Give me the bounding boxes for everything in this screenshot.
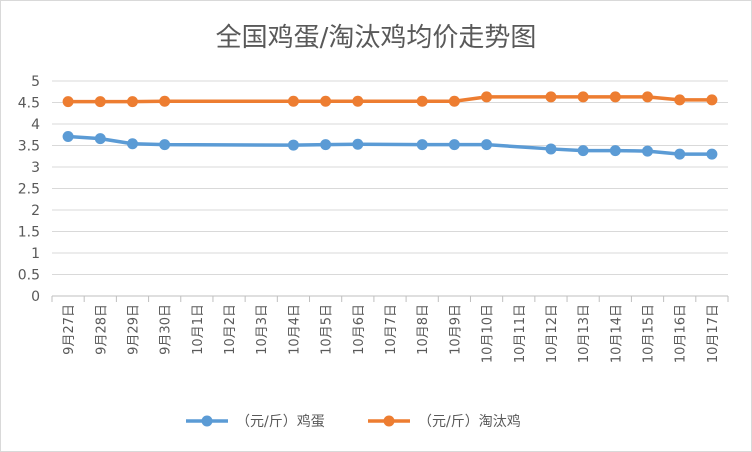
y-axis: 0 0.5 1 1.5 2 2.5 3 3.5 4 4.5 5 (18, 74, 40, 305)
y-tick-label: 1 (31, 246, 40, 262)
data-point (352, 138, 364, 150)
y-tick-label: 0.5 (18, 268, 40, 284)
data-point (159, 139, 171, 151)
data-point (545, 143, 557, 155)
legend: （元/斤）鸡蛋 （元/斤）淘汰鸡 (186, 413, 521, 430)
x-axis: 9月27日 9月28日 9月29日 9月30日 10月1日 10月2日 10月3日 10月4日… (51, 295, 729, 363)
data-point (416, 95, 428, 107)
y-tick-label: 5 (31, 74, 40, 90)
x-tick-label: 10月12日 (545, 304, 560, 363)
legend-label: （元/斤）鸡蛋 (236, 413, 325, 430)
y-tick-label: 4 (31, 117, 40, 133)
data-point (126, 138, 138, 150)
series-layer (62, 91, 718, 160)
y-tick-label: 2.5 (18, 182, 40, 198)
legend-label: （元/斤）淘汰鸡 (418, 413, 521, 430)
data-point (481, 91, 493, 103)
data-point (320, 139, 332, 151)
x-tick-label: 10月8日 (416, 304, 431, 355)
grid-lines (52, 80, 728, 297)
series-2 (62, 91, 718, 108)
x-tick-label: 10月17日 (706, 304, 721, 363)
y-tick-label: 3 (31, 160, 40, 176)
data-point (126, 96, 138, 108)
x-tick-label: 10月6日 (352, 304, 367, 355)
series-1 (62, 130, 718, 160)
data-point (609, 145, 621, 157)
legend-item: （元/斤）鸡蛋 (186, 413, 325, 430)
legend-marker (201, 415, 213, 427)
data-point (159, 95, 171, 107)
y-tick-label: 2 (31, 203, 40, 219)
x-tick-label: 10月13日 (577, 304, 592, 363)
x-tick-label: 9月30日 (159, 304, 174, 355)
x-tick-label: 10月14日 (609, 304, 624, 363)
y-tick-label: 3.5 (18, 139, 40, 155)
y-tick-label: 0 (31, 289, 40, 305)
data-point (94, 96, 106, 108)
x-tick-label: 10月10日 (481, 304, 496, 363)
x-tick-label: 10月16日 (674, 304, 689, 363)
chart-title: 全国鸡蛋/淘汰鸡均价走势图 (216, 23, 537, 53)
data-point (352, 95, 364, 107)
y-tick-label: 1.5 (18, 225, 40, 241)
data-point (609, 91, 621, 103)
x-tick-label: 10月4日 (287, 304, 302, 355)
data-point (674, 94, 686, 106)
x-tick-label: 10月15日 (642, 304, 657, 363)
data-point (62, 96, 74, 108)
x-tick-label: 10月2日 (223, 304, 238, 355)
x-tick-label: 10月1日 (191, 304, 206, 355)
data-point (416, 139, 428, 151)
series-line (68, 95, 712, 104)
data-point (94, 133, 106, 145)
data-point (287, 139, 299, 151)
x-tick-label: 9月27日 (62, 304, 77, 355)
data-point (448, 95, 460, 107)
x-tick-label: 9月29日 (126, 304, 141, 355)
x-tick-label: 10月7日 (384, 304, 399, 355)
data-point (320, 95, 332, 107)
data-point (481, 139, 493, 151)
data-point (642, 145, 654, 157)
legend-item: （元/斤）淘汰鸡 (368, 413, 521, 430)
data-point (287, 95, 299, 107)
data-point (545, 91, 557, 103)
x-tick-label: 10月9日 (448, 304, 463, 355)
y-tick-label: 4.5 (18, 96, 40, 112)
data-point (642, 91, 654, 103)
series-line (67, 134, 712, 156)
data-point (577, 91, 589, 103)
data-point (674, 148, 686, 160)
data-point (706, 94, 718, 106)
data-point (706, 148, 718, 160)
legend-marker (383, 415, 395, 427)
data-point (62, 130, 74, 142)
x-tick-label: 10月3日 (255, 304, 270, 355)
x-tick-label: 10月5日 (320, 304, 335, 355)
x-tick-label: 9月28日 (94, 304, 109, 355)
data-point (448, 139, 460, 151)
data-point (577, 145, 589, 157)
x-tick-label: 10月11日 (513, 304, 528, 363)
